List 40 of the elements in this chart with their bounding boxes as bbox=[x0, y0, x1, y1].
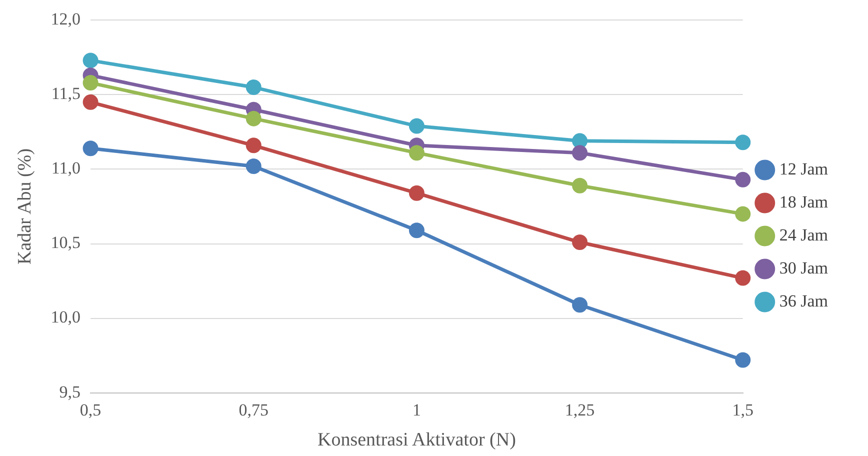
legend-label: 36 Jam bbox=[779, 291, 828, 310]
point bbox=[408, 118, 424, 134]
point bbox=[572, 145, 588, 161]
point bbox=[735, 172, 751, 188]
point bbox=[246, 110, 262, 126]
point bbox=[572, 297, 588, 313]
legend-label: 12 Jam bbox=[779, 159, 828, 178]
y-axis-title: Kadar Abu (%) bbox=[14, 148, 36, 265]
point bbox=[82, 52, 98, 68]
point bbox=[572, 234, 588, 250]
point bbox=[82, 140, 98, 156]
point bbox=[735, 206, 751, 222]
legend-label: 24 Jam bbox=[779, 225, 828, 244]
point bbox=[408, 222, 424, 238]
legend-label: 30 Jam bbox=[779, 258, 828, 278]
point bbox=[735, 270, 751, 286]
x-tick-label: 0,5 bbox=[80, 400, 102, 420]
point bbox=[408, 185, 424, 201]
point bbox=[246, 80, 262, 96]
legend-label: 18 Jam bbox=[779, 192, 828, 212]
point bbox=[82, 94, 98, 110]
x-axis-title: Konsentrasi Aktivator (N) bbox=[318, 430, 516, 451]
point bbox=[735, 352, 751, 368]
point bbox=[246, 138, 262, 154]
y-tick-label: 10,5 bbox=[50, 233, 81, 252]
point bbox=[572, 133, 588, 149]
point bbox=[246, 158, 262, 174]
x-tick-label: 1,5 bbox=[732, 400, 754, 420]
y-tick-label: 11,5 bbox=[51, 84, 81, 104]
x-tick-label: 1,25 bbox=[564, 400, 595, 420]
point bbox=[408, 145, 424, 161]
x-tick-label: 1 bbox=[412, 400, 421, 420]
y-tick-label: 11,0 bbox=[51, 158, 81, 178]
y-tick-label: 12,0 bbox=[50, 10, 81, 29]
point bbox=[572, 178, 588, 194]
y-tick-label: 10,0 bbox=[50, 308, 81, 327]
point bbox=[82, 75, 98, 91]
y-tick-label: 9,5 bbox=[59, 382, 81, 402]
point bbox=[735, 134, 751, 150]
x-tick-label: 0,75 bbox=[238, 400, 269, 420]
